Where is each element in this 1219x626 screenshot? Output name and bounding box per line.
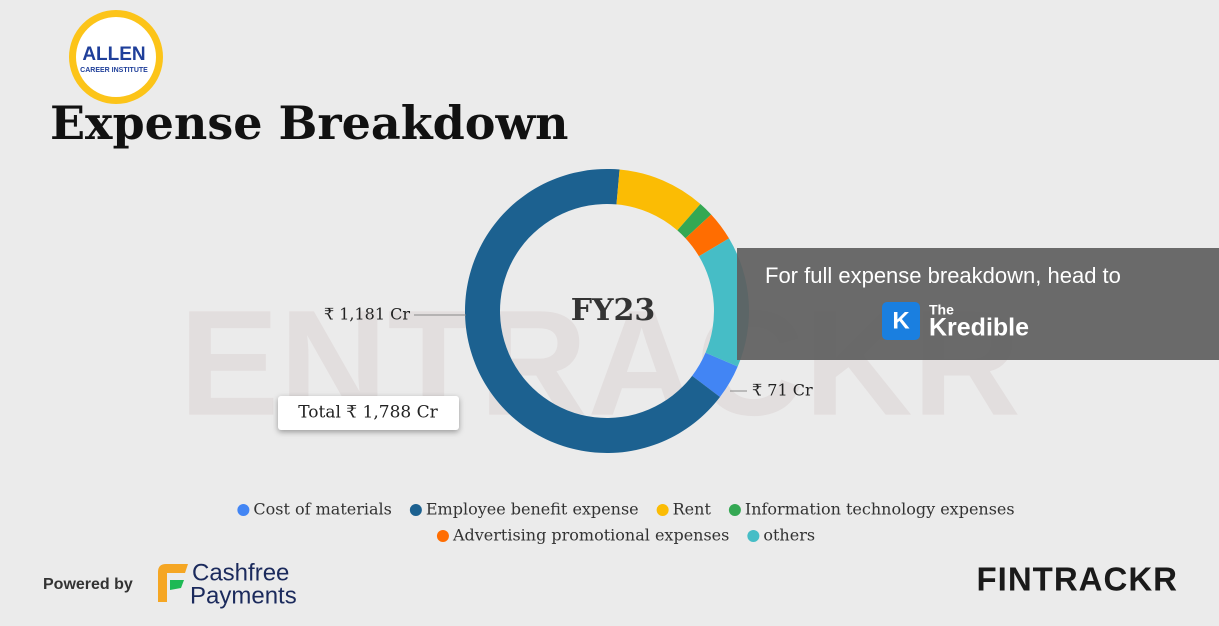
promo-text[interactable]: For full expense breakdown, head to xyxy=(765,263,1121,288)
logo-subtitle: CAREER INSTITUTE xyxy=(80,67,148,74)
promo-overlay xyxy=(737,248,1219,360)
legend-marker xyxy=(409,504,422,516)
footer-brand: FINTRACKR xyxy=(977,561,1178,598)
legend-label: Advertising promotional expenses xyxy=(452,526,729,545)
donut xyxy=(464,169,749,453)
donut-segment xyxy=(616,169,701,231)
legend-marker xyxy=(747,530,760,542)
data-label: ₹ 1,181 Cr xyxy=(324,305,410,324)
legend-label: Employee benefit expense xyxy=(426,500,639,519)
brand-icon[interactable] xyxy=(882,302,920,340)
partner-logo-accent xyxy=(170,580,184,590)
donut-segment xyxy=(692,352,738,398)
partner-line1: Cashfree xyxy=(192,559,289,586)
total-label: Total ₹ 1,788 Cr xyxy=(298,403,438,423)
total-box xyxy=(278,396,459,430)
logo-inner xyxy=(76,17,156,97)
brand-small[interactable]: The xyxy=(929,302,954,318)
legend-marker xyxy=(237,504,250,516)
partner-logo xyxy=(158,564,188,602)
legend-label: Cost of materials xyxy=(253,500,391,519)
legend-marker xyxy=(728,504,741,516)
donut-segment xyxy=(677,204,712,239)
legend-marker xyxy=(436,530,449,542)
legend: Cost of materials Employee benefit expens… xyxy=(237,500,1015,545)
logo-title: ALLEN xyxy=(82,44,145,65)
legend-label: others xyxy=(763,526,815,545)
powered-by: Powered by xyxy=(43,576,133,593)
partner-line2: Payments xyxy=(190,582,297,609)
legend-label: Rent xyxy=(673,500,712,519)
data-label: ₹ 71 Cr xyxy=(752,381,813,400)
center-label: FY23 xyxy=(571,293,655,328)
chart-title: Expense Breakdown xyxy=(50,96,569,150)
donut-segment xyxy=(698,238,749,367)
brand-icon-letter[interactable]: K xyxy=(892,307,910,334)
legend-label: Information technology expenses xyxy=(745,500,1015,519)
brand-name[interactable]: Kredible xyxy=(929,314,1029,342)
legend-marker xyxy=(656,504,669,516)
donut-segment xyxy=(685,214,730,257)
